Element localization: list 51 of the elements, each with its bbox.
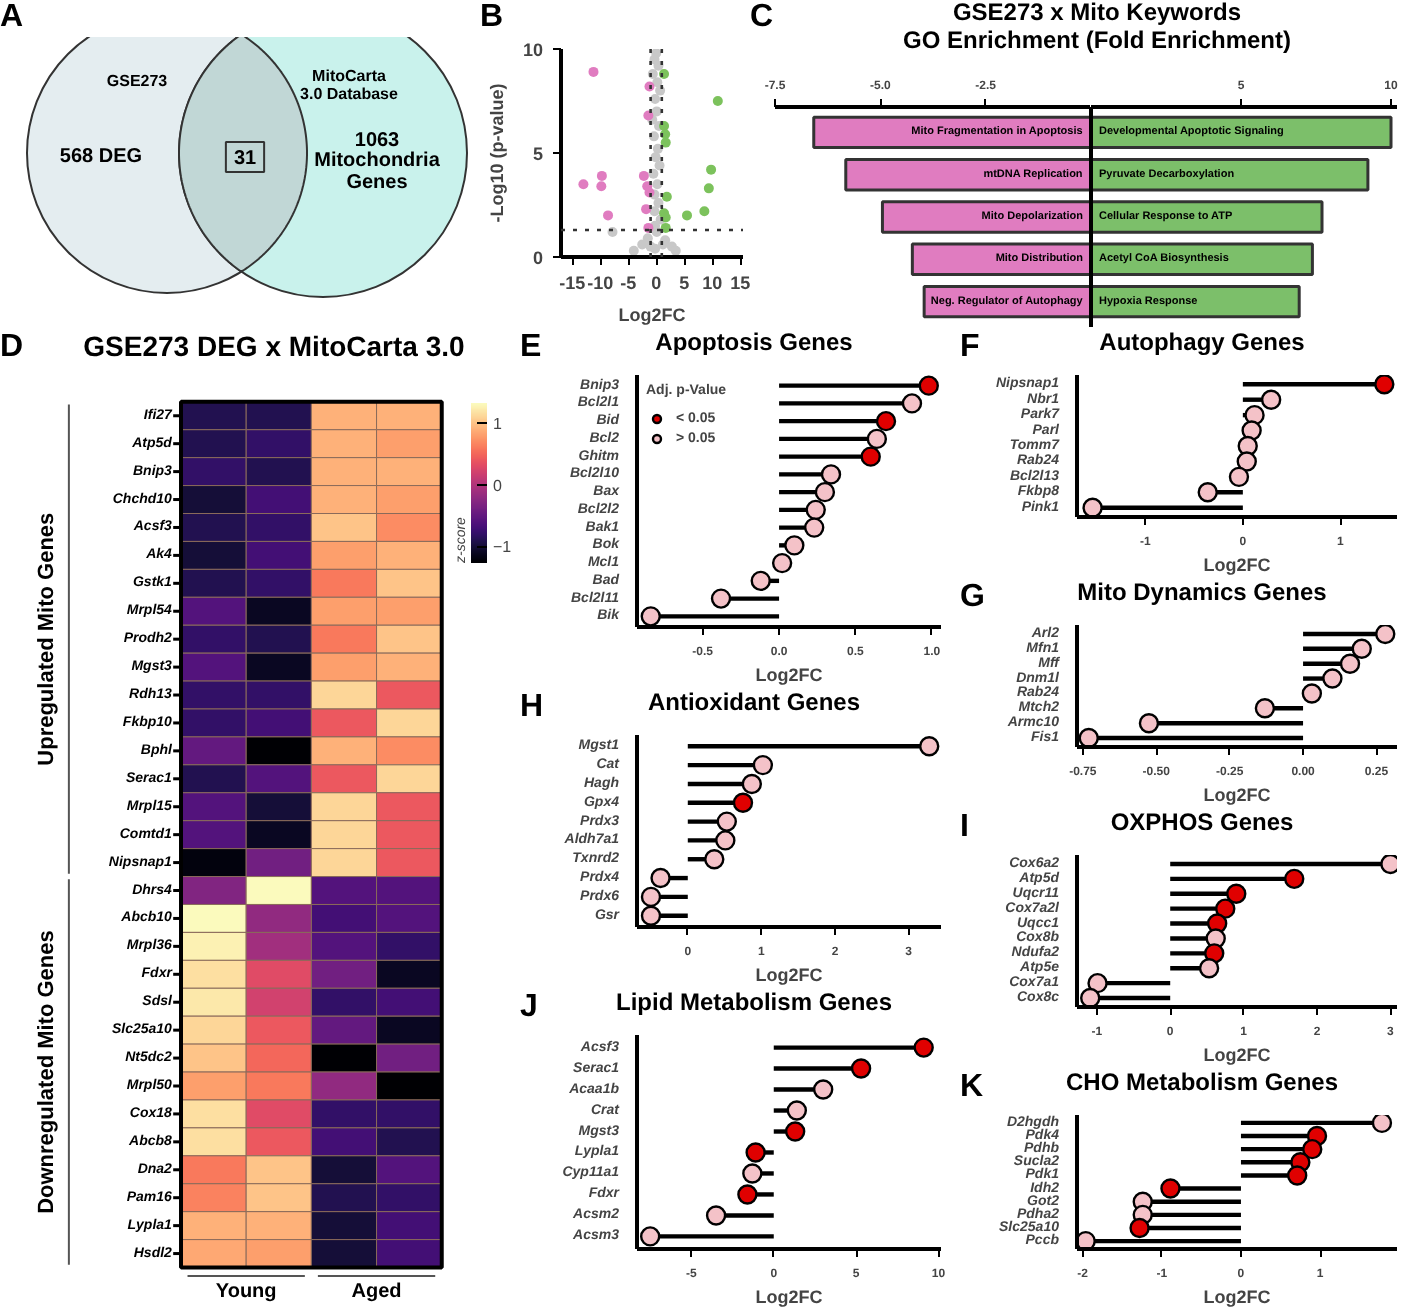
chart-title: GSE273 DEG x MitoCarta 3.0 [83,330,465,363]
text: H [520,690,544,727]
text: K [960,1070,984,1107]
text: 31 [233,148,257,170]
x-axis-title: Log2FC [1203,1287,1272,1307]
text: F [960,330,980,367]
text: G [960,580,985,617]
x-axis-title: Log2FC [1203,1045,1272,1065]
text: Upregulated Mito Genes [35,512,60,766]
x-tick-label: -10 [587,273,614,293]
x-axis-title: Log2FC [755,965,824,985]
x-axis-title: Log2FC [618,305,687,325]
category-label: MitoCarta 3.0 Database [300,67,400,103]
data-label: 568 DEG [59,146,143,168]
chart-title: CHO Metabolism Genes [1065,1068,1339,1098]
x-axis-title: Log2FC [1203,555,1272,575]
text: I [960,810,969,847]
color-bar-label: 0 [493,476,503,495]
text: Young [215,1281,277,1304]
y-tick-label: 0 [532,248,544,268]
x-tick-label: 10 [702,273,723,293]
chart-title: Apoptosis Genes [655,328,853,358]
color-bar-label: −1 [493,538,513,557]
y-tick-label: 5 [532,144,544,164]
x-tick-label: -15 [559,273,586,293]
color-bar-label: 1 [493,414,503,433]
y-tick-label: 10 [522,40,544,60]
x-tick-label: 15 [730,273,751,293]
y-axis-title: -Log10 (p-value) [486,83,507,223]
text: B [480,0,504,37]
chart-title: GSE273 x Mito Keywords GO Enrichment (Fold Enrichment) [902,0,1291,56]
x-axis-title: Log2FC [755,1287,824,1307]
chart-title: Antioxidant Genes [647,688,860,718]
x-tick-label: 0 [651,273,662,293]
x-tick-label: -5 [620,273,637,293]
chart-title: OXPHOS Genes [1110,808,1294,838]
chart-title: Autophagy Genes [1099,328,1305,358]
x-axis-title: Log2FC [1203,785,1272,805]
text: D [0,330,24,367]
category-label: GSE273 [106,72,169,90]
x-axis-title: Log2FC [755,665,824,685]
data-label: 1063 Mitochondria Genes [314,130,441,194]
text: E [520,330,542,367]
x-tick-label: 5 [679,273,690,293]
text: J [520,990,538,1027]
text: Aged [351,1281,402,1304]
chart-title: Mito Dynamics Genes [1077,578,1327,608]
text: C [750,0,774,37]
text: Downregulated Mito Genes [35,930,60,1214]
chart-title: Lipid Metabolism Genes [615,988,893,1018]
text: A [0,0,24,37]
